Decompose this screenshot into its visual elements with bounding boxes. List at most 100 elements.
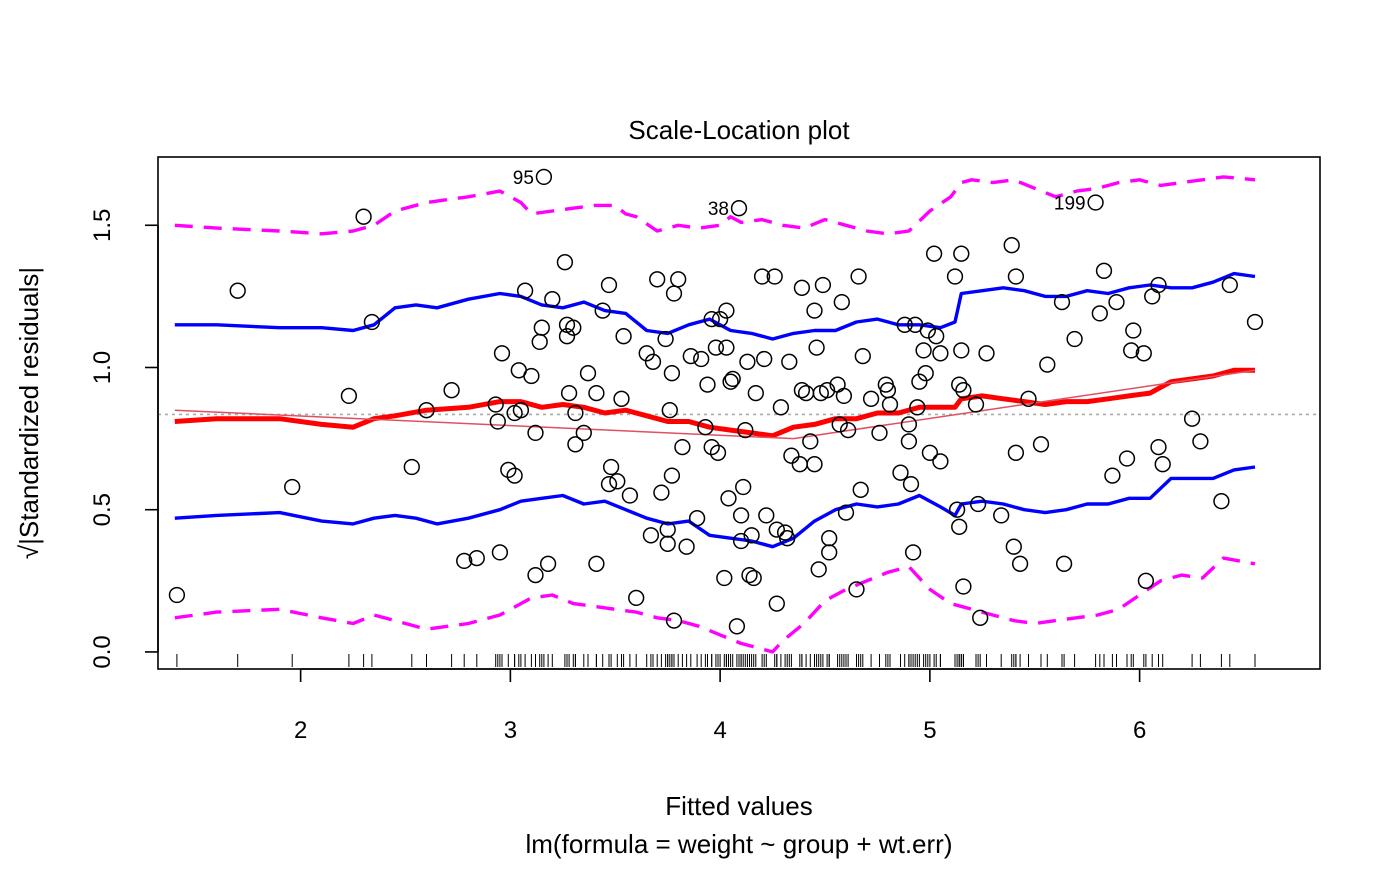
y-tick-label: 1.5 xyxy=(89,209,116,242)
data-point xyxy=(730,200,748,217)
data-point xyxy=(1123,342,1140,359)
data-point xyxy=(718,302,735,319)
chart-subtitle: lm(formula = weight ~ group + wt.err) xyxy=(526,829,953,859)
data-point xyxy=(670,271,687,288)
data-point xyxy=(707,339,725,356)
data-point xyxy=(418,402,435,419)
data-point xyxy=(967,396,985,413)
data-point xyxy=(657,330,674,348)
data-point xyxy=(779,530,796,547)
data-point xyxy=(535,168,553,186)
data-point xyxy=(229,282,246,299)
data-point xyxy=(602,458,620,476)
data-point xyxy=(575,424,592,442)
data-point xyxy=(403,458,420,476)
point-label: 38 xyxy=(708,199,729,220)
data-point xyxy=(489,413,506,430)
data-point xyxy=(1118,450,1136,467)
data-point xyxy=(1221,276,1238,294)
data-point xyxy=(567,404,584,422)
data-point xyxy=(793,382,811,399)
data-point xyxy=(527,424,544,442)
data-point xyxy=(953,342,970,359)
data-point xyxy=(904,544,922,561)
data-point xyxy=(628,589,645,607)
data-point xyxy=(821,544,838,561)
data-point xyxy=(848,581,865,598)
data-point xyxy=(600,276,618,294)
data-point xyxy=(642,527,660,544)
data-point xyxy=(768,521,785,538)
data-point xyxy=(925,245,943,262)
x-tick-label: 2 xyxy=(294,717,307,744)
data-point xyxy=(900,433,918,450)
data-point xyxy=(909,399,926,416)
x-axis: 2 3 4 5 6 xyxy=(294,668,1146,744)
data-point xyxy=(663,467,681,484)
point-label: 95 xyxy=(513,168,534,189)
data-point xyxy=(531,333,548,351)
point-labels-group: 95 38 199 xyxy=(513,168,1086,220)
data-point xyxy=(644,353,662,370)
data-point xyxy=(745,569,762,587)
data-point xyxy=(946,268,964,285)
data-point xyxy=(493,345,511,362)
data-point xyxy=(814,276,832,294)
data-point xyxy=(716,569,733,587)
data-point xyxy=(653,484,670,501)
data-point xyxy=(456,552,473,570)
data-point xyxy=(1003,237,1020,254)
data-point xyxy=(743,527,760,544)
data-point xyxy=(556,254,574,271)
data-point xyxy=(363,313,381,331)
data-point xyxy=(663,365,681,382)
data-point xyxy=(659,535,676,552)
data-point xyxy=(921,444,939,461)
data-point xyxy=(355,208,372,225)
data-point xyxy=(567,436,584,453)
data-point xyxy=(896,316,913,333)
data-point xyxy=(661,402,678,419)
data-point xyxy=(168,586,186,604)
data-point xyxy=(783,447,800,464)
data-point xyxy=(932,345,949,362)
data-point xyxy=(1032,436,1050,453)
data-point xyxy=(732,532,750,550)
data-point xyxy=(881,396,899,413)
data-point xyxy=(732,507,750,524)
data-point xyxy=(600,475,618,493)
data-point xyxy=(665,612,683,629)
points-group xyxy=(168,168,1264,635)
data-point xyxy=(613,390,630,407)
data-point xyxy=(928,328,945,345)
data-point xyxy=(1183,410,1201,427)
data-point xyxy=(892,464,909,481)
data-point xyxy=(993,507,1010,524)
data-point xyxy=(718,339,735,356)
data-point xyxy=(831,416,848,433)
data-point xyxy=(693,350,710,368)
data-point xyxy=(1007,444,1025,461)
data-point xyxy=(915,342,932,359)
data-point xyxy=(516,282,534,299)
data-point xyxy=(850,268,867,285)
data-point xyxy=(951,518,968,535)
data-point xyxy=(1039,356,1056,373)
data-point xyxy=(791,456,808,473)
data-point xyxy=(839,421,857,439)
data-point xyxy=(688,510,706,527)
y-axis-label: √|Standardized residuals| xyxy=(14,267,44,559)
data-point xyxy=(1246,313,1264,331)
data-point xyxy=(951,376,968,393)
data-point xyxy=(1095,262,1113,279)
data-point xyxy=(1108,293,1125,311)
data-point xyxy=(565,319,582,336)
data-point xyxy=(1104,467,1121,484)
data-point xyxy=(806,302,823,319)
data-point xyxy=(810,561,827,578)
data-point xyxy=(835,387,853,405)
data-point xyxy=(1020,390,1037,407)
data-point xyxy=(735,478,752,496)
data-point xyxy=(741,566,758,584)
